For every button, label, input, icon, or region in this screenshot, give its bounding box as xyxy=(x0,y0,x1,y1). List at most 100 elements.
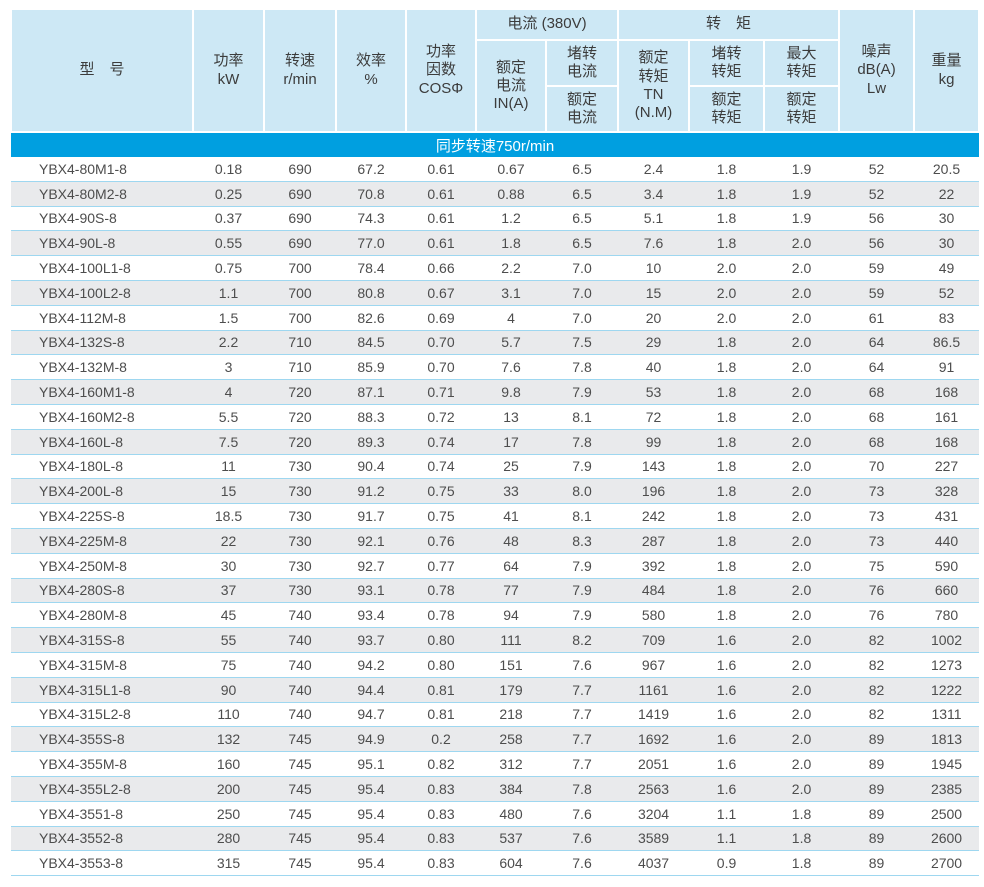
value-cell: 151 xyxy=(476,652,546,678)
value-cell: 1.8 xyxy=(689,429,765,455)
value-cell: 730 xyxy=(264,578,336,604)
value-cell: 56 xyxy=(839,230,915,257)
value-cell: 1.6 xyxy=(689,726,765,753)
value-cell: 2.0 xyxy=(689,280,765,306)
value-cell: 56 xyxy=(839,206,915,232)
value-cell: 745 xyxy=(264,826,336,852)
value-cell: 94.7 xyxy=(336,702,406,728)
value-cell: 64 xyxy=(839,330,915,356)
model-cell: YBX4-225S-8 xyxy=(11,503,193,529)
table-header: 型 号 功率 kW 转速 r/min 效率 % 功率 因数 COSΦ 电流 (3… xyxy=(10,8,981,157)
value-cell: 64 xyxy=(839,354,915,381)
col-header-rated-current: 额定 电流 IN(A) xyxy=(475,39,547,133)
value-cell: 2.0 xyxy=(764,677,840,703)
value-cell: 20.5 xyxy=(914,157,980,182)
value-cell: 196 xyxy=(618,478,690,505)
model-cell: YBX4-200L-8 xyxy=(11,478,193,505)
value-cell: 73 xyxy=(839,503,915,529)
value-cell: 745 xyxy=(264,776,336,802)
value-cell: 49 xyxy=(914,255,980,281)
value-cell: 3204 xyxy=(618,801,690,827)
value-cell: 0.18 xyxy=(193,157,264,182)
value-cell: 7.6 xyxy=(546,652,619,678)
table-row: YBX4-355M-8 160 745 95.1 0.82 312 7.7 2051 1.6 2.… xyxy=(11,751,980,777)
value-cell: 55 xyxy=(193,627,264,653)
value-cell: 745 xyxy=(264,850,336,877)
value-cell: 52 xyxy=(839,157,915,182)
value-cell: 740 xyxy=(264,702,336,728)
table-row: YBX4-80M1-8 0.18 690 67.2 0.61 0.67 6.5 2.4 1.8 1… xyxy=(11,157,980,182)
value-cell: 7.7 xyxy=(546,702,619,728)
table-row: YBX4-90S-8 0.37 690 74.3 0.61 1.2 6.5 5.1 1.8 1.9… xyxy=(11,206,980,232)
value-cell: 70 xyxy=(839,454,915,480)
table-row: YBX4-160L-8 7.5 720 89.3 0.74 17 7.8 99 1.8 2.0 68… xyxy=(11,429,980,455)
table-row: YBX4-315L2-8 110 740 94.7 0.81 218 7.7 1419 1.6 2… xyxy=(11,702,980,728)
value-cell: 287 xyxy=(618,528,690,554)
value-cell: 132 xyxy=(193,726,264,753)
model-cell: YBX4-250M-8 xyxy=(11,553,193,579)
value-cell: 1.6 xyxy=(689,702,765,728)
value-cell: 0.88 xyxy=(476,181,546,207)
value-cell: 0.71 xyxy=(406,379,476,405)
value-cell: 0.61 xyxy=(406,230,476,257)
value-cell: 0.83 xyxy=(406,826,476,852)
value-cell: 143 xyxy=(618,454,690,480)
value-cell: 0.78 xyxy=(406,602,476,629)
value-cell: 1.6 xyxy=(689,776,765,802)
value-cell: 41 xyxy=(476,503,546,529)
value-cell: 0.61 xyxy=(406,157,476,182)
col-header-power-factor: 功率 因数 COSΦ xyxy=(405,8,477,133)
col-header-power: 功率 kW xyxy=(192,8,265,133)
value-cell: 84.5 xyxy=(336,330,406,356)
value-cell: 1.8 xyxy=(689,330,765,356)
value-cell: 700 xyxy=(264,255,336,281)
value-cell: 6.5 xyxy=(546,181,619,207)
value-cell: 29 xyxy=(618,330,690,356)
value-cell: 1.8 xyxy=(689,230,765,257)
value-cell: 111 xyxy=(476,627,546,653)
group-header-current: 电流 (380V) xyxy=(474,8,620,41)
value-cell: 1.8 xyxy=(689,503,765,529)
table-row: YBX4-90L-8 0.55 690 77.0 0.61 1.8 6.5 7.6 1.8 2.0… xyxy=(11,230,980,257)
value-cell: 15 xyxy=(618,280,690,306)
value-cell: 92.1 xyxy=(336,528,406,554)
table-body: YBX4-80M1-8 0.18 690 67.2 0.61 0.67 6.5 2.4 1.8 1… xyxy=(11,157,980,877)
value-cell: 1.8 xyxy=(689,354,765,381)
value-cell: 0.75 xyxy=(406,478,476,505)
value-cell: 740 xyxy=(264,677,336,703)
value-cell: 2.0 xyxy=(764,379,840,405)
value-cell: 1692 xyxy=(618,726,690,753)
value-cell: 690 xyxy=(264,157,336,182)
value-cell: 1.8 xyxy=(689,478,765,505)
table-row: YBX4-280M-8 45 740 93.4 0.78 94 7.9 580 1.8 2.0 76… xyxy=(11,602,980,629)
table-row: YBX4-3553-8 315 745 95.4 0.83 604 7.6 4037 0.9 1.… xyxy=(11,850,980,877)
value-cell: 99 xyxy=(618,429,690,455)
value-cell: 6.5 xyxy=(546,206,619,232)
col-header-efficiency: 效率 % xyxy=(335,8,407,133)
value-cell: 2.4 xyxy=(618,157,690,182)
value-cell: 0.75 xyxy=(406,503,476,529)
value-cell: 328 xyxy=(914,478,980,505)
value-cell: 0.69 xyxy=(406,305,476,331)
value-cell: 2.0 xyxy=(764,230,840,257)
value-cell: 7.0 xyxy=(546,280,619,306)
col-header-rated-torque: 额定 转矩 TN (N.M) xyxy=(617,39,691,133)
value-cell: 440 xyxy=(914,528,980,554)
value-cell: 11 xyxy=(193,454,264,480)
value-cell: 7.9 xyxy=(546,553,619,579)
value-cell: 25 xyxy=(476,454,546,480)
value-cell: 4 xyxy=(476,305,546,331)
col-header-speed: 转速 r/min xyxy=(263,8,337,133)
model-cell: YBX4-132S-8 xyxy=(11,330,193,356)
value-cell: 0.82 xyxy=(406,751,476,777)
value-cell: 22 xyxy=(914,181,980,207)
value-cell: 86.5 xyxy=(914,330,980,356)
value-cell: 9.8 xyxy=(476,379,546,405)
table-row: YBX4-315M-8 75 740 94.2 0.80 151 7.6 967 1.6 2.0 8… xyxy=(11,652,980,678)
col-header-max-torque-numerator: 最大 转矩 xyxy=(763,39,841,87)
value-cell: 2.0 xyxy=(764,726,840,753)
value-cell: 89 xyxy=(839,751,915,777)
value-cell: 94.9 xyxy=(336,726,406,753)
value-cell: 730 xyxy=(264,503,336,529)
value-cell: 7.9 xyxy=(546,578,619,604)
